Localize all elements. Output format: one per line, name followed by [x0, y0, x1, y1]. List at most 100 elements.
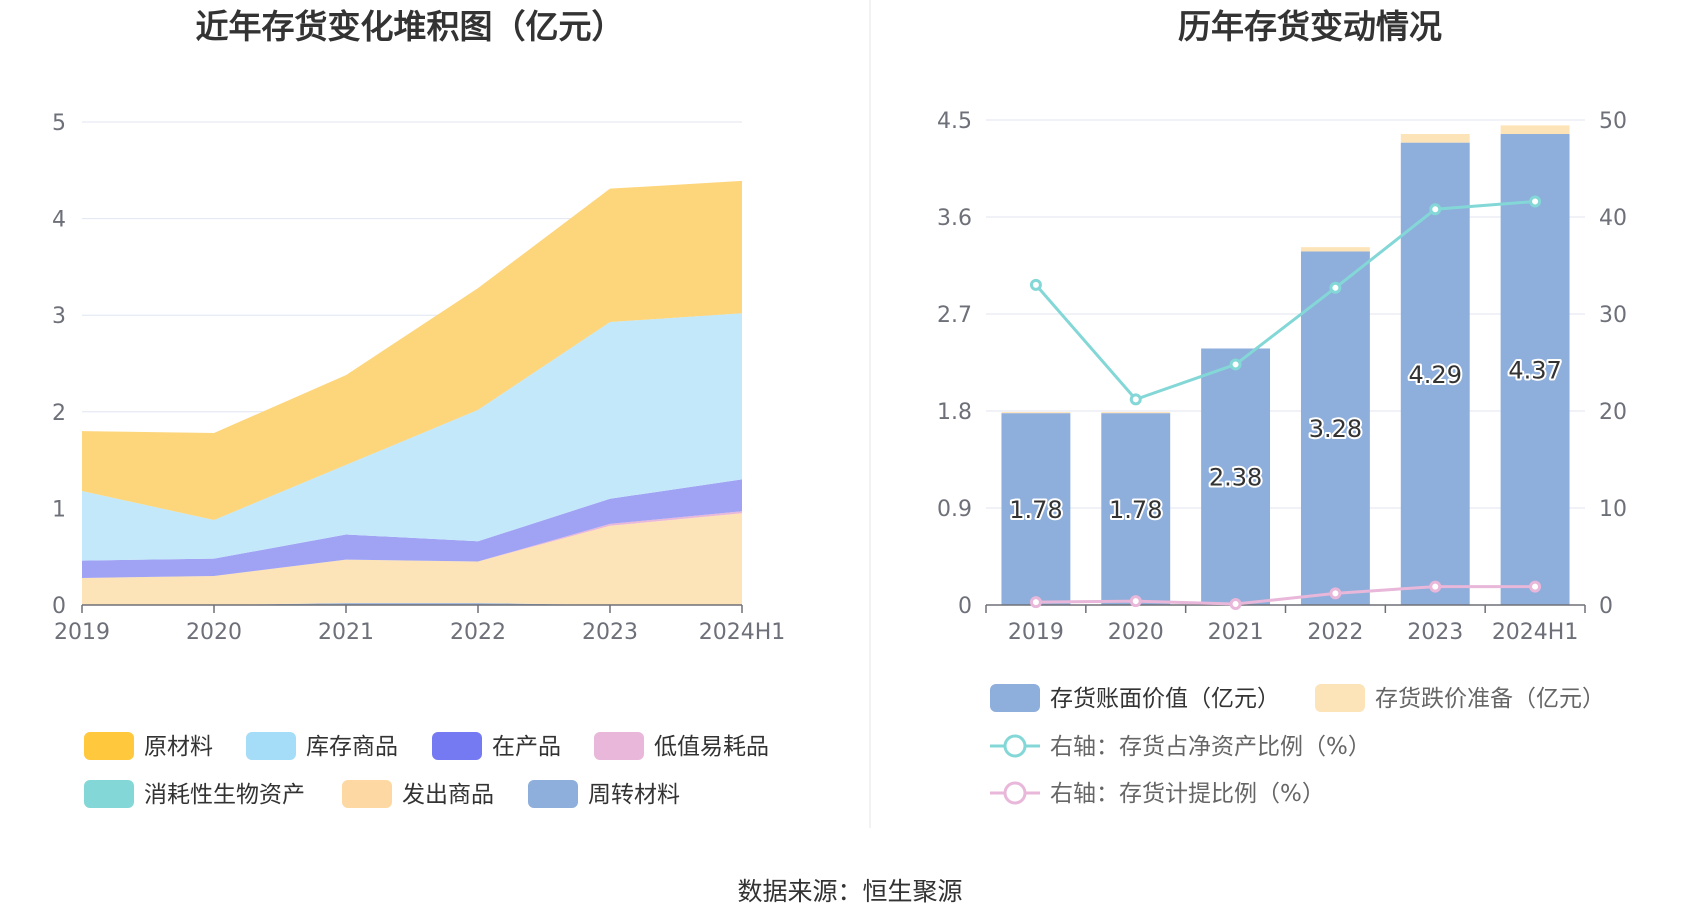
- left-y-tick-labels: 0 1 2 3 4 5: [52, 111, 66, 619]
- bar-存货账面价值（亿元）: [1001, 413, 1071, 605]
- bar-value-label: 4.37: [1508, 357, 1561, 385]
- left-x-tick-label: 2021: [318, 620, 374, 645]
- right-right-y-tick-labels: 0 10 20 30 40 50: [1599, 109, 1627, 619]
- bar-存货账面价值（亿元）: [1400, 142, 1470, 605]
- legend-swatch-发出商品: [342, 780, 392, 808]
- right-right-y-tick-label: 20: [1599, 400, 1627, 425]
- right-x-tick-labels: 2019 2020 2021 2022 2023 2024H1: [1008, 620, 1578, 645]
- area-低值易耗品: [82, 511, 742, 578]
- right-x-tick-label: 2019: [1008, 620, 1064, 645]
- right-gridlines: [986, 119, 1585, 509]
- area-库存商品: [82, 313, 742, 561]
- legend-swatch-消耗性生物资产: [84, 780, 134, 808]
- right-x-tick-label: 2022: [1307, 620, 1363, 645]
- left-x-tick-label: 2022: [450, 620, 506, 645]
- line-右轴：存货占净资产比例（%）: [1034, 199, 1536, 402]
- left-x-tick-label: 2020: [186, 620, 242, 645]
- right-chart-title: 历年存货变动情况: [1178, 7, 1442, 46]
- bar-存货账面价值（亿元）: [1101, 413, 1171, 605]
- right-right-y-tick-label: 10: [1599, 497, 1627, 522]
- left-y-tick-label: 5: [52, 111, 66, 136]
- area-周转材料: [82, 603, 742, 605]
- left-x-tick-label: 2023: [582, 620, 638, 645]
- legend-swatch-存货账面价值（亿元）: [990, 684, 1040, 712]
- left-y-tick-label: 1: [52, 497, 66, 522]
- area-发出商品: [82, 513, 742, 605]
- left-x-tick-labels: 2019 2020 2021 2022 2023 2024H1: [54, 620, 785, 645]
- bar-line-chart: 历年存货变动情况 1.78 1.78 2.38 3.28 4.29 4.37 0 0.9 1.…: [937, 7, 1627, 807]
- right-x-tick-label: 2024H1: [1492, 620, 1579, 645]
- bar-存货跌价准备（亿元）: [1001, 412, 1071, 414]
- area-在产品: [82, 479, 742, 578]
- legend-swatch-库存商品: [246, 732, 296, 760]
- legend-label-存货账面价值（亿元）: 存货账面价值（亿元）: [1050, 686, 1280, 712]
- point-右轴：存货计提比例（%）: [1129, 595, 1142, 608]
- right-bar-value-labels: 1.78 1.78 2.38 3.28 4.29 4.37: [1007, 355, 1564, 527]
- left-y-tick-label: 0: [52, 594, 66, 619]
- bar-value-label: 3.28: [1309, 415, 1362, 443]
- right-left-y-tick-label: 0: [958, 594, 972, 619]
- bar-存货跌价准备（亿元）: [1400, 134, 1470, 143]
- left-y-tick-label: 2: [52, 401, 66, 426]
- bar-存货跌价准备（亿元）: [1101, 412, 1171, 414]
- legend-swatch-存货跌价准备（亿元）: [1315, 684, 1365, 712]
- legend-label-消耗性生物资产: 消耗性生物资产: [144, 782, 305, 808]
- right-legend: 存货账面价值（亿元） 存货跌价准备（亿元）右轴：存货占净资产比例（%） 右轴：存货计…: [990, 684, 1605, 807]
- left-y-tick-label: 4: [52, 208, 66, 233]
- right-x-axis: [985, 604, 1586, 613]
- legend-label-存货跌价准备（亿元）: 存货跌价准备（亿元）: [1375, 686, 1605, 712]
- right-left-y-tick-label: 4.5: [937, 109, 972, 134]
- bar-存货账面价值（亿元）: [1300, 251, 1370, 605]
- bar-value-label: 4.29: [1409, 361, 1462, 389]
- left-chart-title: 近年存货变化堆积图（亿元）: [196, 7, 625, 46]
- legend-swatch-原材料: [84, 732, 134, 760]
- left-x-tick-label: 2019: [54, 620, 110, 645]
- legend-label-库存商品: 库存商品: [306, 734, 398, 760]
- legend-label-原材料: 原材料: [144, 734, 213, 760]
- right-left-y-tick-label: 1.8: [937, 400, 972, 425]
- left-area-series: [82, 180, 742, 605]
- point-右轴：存货计提比例（%）: [1029, 596, 1042, 609]
- right-right-y-tick-label: 0: [1599, 594, 1613, 619]
- left-x-axis: [81, 604, 743, 613]
- legend-label-发出商品: 发出商品: [402, 782, 494, 808]
- right-left-y-tick-label: 3.6: [937, 206, 972, 231]
- right-right-y-tick-label: 50: [1599, 109, 1627, 134]
- right-left-y-tick-label: 0.9: [937, 497, 972, 522]
- source-text: 数据来源：恒生聚源: [737, 877, 962, 906]
- legend-label-在产品: 在产品: [492, 734, 561, 760]
- legend-label-右轴：存货计提比例（%）: 右轴：存货计提比例（%）: [1050, 781, 1325, 807]
- legend-swatch-在产品: [432, 732, 482, 760]
- point-右轴：存货占净资产比例（%）: [1529, 195, 1542, 208]
- point-右轴：存货占净资产比例（%）: [1329, 281, 1342, 294]
- right-x-tick-label: 2021: [1208, 620, 1264, 645]
- left-x-tick-label: 2024H1: [699, 620, 786, 645]
- bar-value-label: 1.78: [1009, 496, 1062, 524]
- point-右轴：存货计提比例（%）: [1429, 580, 1442, 593]
- point-右轴：存货计提比例（%）: [1529, 580, 1542, 593]
- point-右轴：存货占净资产比例（%）: [1429, 203, 1442, 216]
- right-right-y-tick-label: 40: [1599, 206, 1627, 231]
- bar-存货跌价准备（亿元）: [1300, 247, 1370, 252]
- legend-marker-右轴：存货计提比例（%）: [1003, 781, 1027, 805]
- point-右轴：存货计提比例（%）: [1229, 598, 1242, 611]
- bar-存货账面价值（亿元）: [1201, 348, 1271, 605]
- right-bar-series: [1001, 125, 1570, 605]
- right-left-y-tick-label: 2.7: [937, 303, 972, 328]
- bar-存货账面价值（亿元）: [1500, 134, 1570, 605]
- bar-存货跌价准备（亿元）: [1500, 125, 1570, 135]
- bar-value-label: 2.38: [1209, 464, 1262, 492]
- legend-marker-右轴：存货占净资产比例（%）: [1003, 734, 1027, 758]
- stacked-area-chart: 近年存货变化堆积图（亿元） 0 1 2 3 4 5 2019 2020 2021 2022 202…: [52, 7, 785, 808]
- area-原材料: [82, 180, 742, 520]
- legend-label-右轴：存货占净资产比例（%）: 右轴：存货占净资产比例（%）: [1050, 734, 1371, 760]
- right-left-y-tick-labels: 0 0.9 1.8 2.7 3.6 4.5: [937, 109, 972, 619]
- point-右轴：存货占净资产比例（%）: [1029, 278, 1042, 291]
- left-y-tick-label: 3: [52, 304, 66, 329]
- point-右轴：存货占净资产比例（%）: [1129, 393, 1142, 406]
- right-right-y-tick-label: 30: [1599, 303, 1627, 328]
- legend-swatch-周转材料: [528, 780, 578, 808]
- legend-label-周转材料: 周转材料: [588, 782, 680, 808]
